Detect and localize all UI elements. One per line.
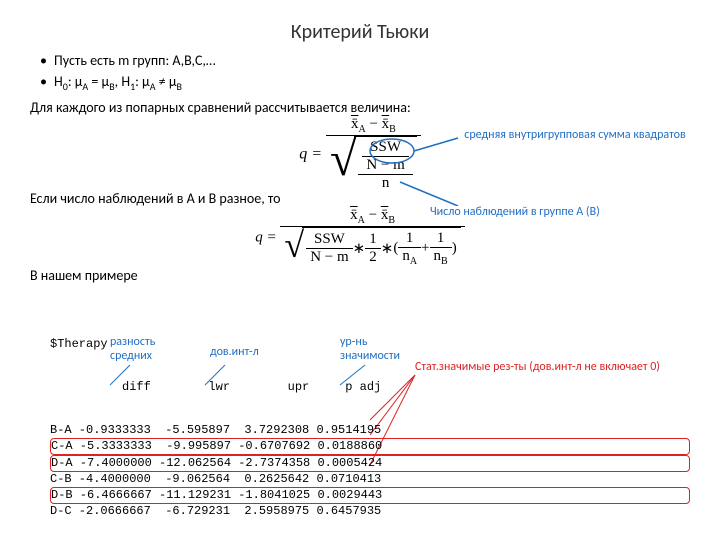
page-title: Критерий Тьюки <box>30 20 690 44</box>
table-row: D-C -2.0666667 -6.729231 2.5958975 0.645… <box>50 504 690 519</box>
table-row: D-B -6.4666667 -11.129231 -1.8041025 0.0… <box>50 487 690 504</box>
table-header1: diff lwr upr p adj <box>50 380 690 395</box>
para-1: Для каждого из попарных сравнений рассчи… <box>30 99 690 116</box>
annot-ssw: средняя внутригрупповая сумма квадратов <box>460 128 690 142</box>
bullet-2: •H0: µA = µB, H1: µA ≠ µB <box>40 73 690 93</box>
output-table: $Therapy diff lwr upr p adj B-A -0.93333… <box>50 309 690 533</box>
bullet-list: •Пусть есть m групп: A,B,C,… •H0: µA = µ… <box>40 52 690 93</box>
equation-2: q = x̄A − x̄B √ SSWN − m ∗ 12 ∗ ( 1nA + … <box>30 207 690 267</box>
table-row: B-A -0.9333333 -5.595897 3.7292308 0.951… <box>50 423 690 438</box>
bullet1-text: Пусть есть m групп: A,B,C,… <box>54 52 216 69</box>
table-row: C-B -4.4000000 -9.062564 0.2625642 0.071… <box>50 472 690 487</box>
equation-1: q = x̄A − x̄B √ SSW N − m n <box>30 116 690 186</box>
table-row: C-A -5.3333333 -9.995897 -0.6707692 0.01… <box>50 438 690 455</box>
bullet-1: •Пусть есть m групп: A,B,C,… <box>40 52 690 69</box>
table-header0: $Therapy <box>50 337 690 352</box>
table-row: D-A -7.4000000 -12.062564 -2.7374358 0.0… <box>50 455 690 472</box>
para-3: В нашем примере <box>30 267 690 284</box>
h0-label: H <box>54 73 63 90</box>
